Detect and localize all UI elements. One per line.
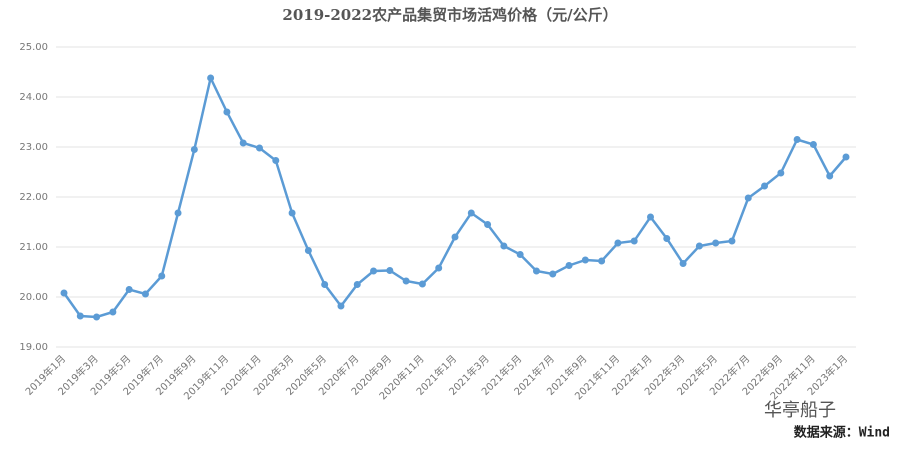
point <box>190 146 198 153</box>
point <box>712 239 720 247</box>
y-tick-label: 23.00 <box>19 142 48 153</box>
point <box>207 74 215 82</box>
point <box>630 237 638 245</box>
chart-title: 2019-2022农产品集贸市场活鸡价格（元/公斤） <box>282 6 617 24</box>
point <box>777 169 785 177</box>
point <box>549 270 557 278</box>
point <box>223 108 231 116</box>
point <box>614 239 622 247</box>
y-tick-label: 19.00 <box>19 342 48 353</box>
y-tick-label: 25.00 <box>19 42 48 53</box>
point <box>679 260 687 267</box>
point <box>370 267 378 275</box>
point <box>728 237 736 245</box>
point <box>761 182 769 190</box>
point <box>826 172 834 180</box>
point <box>337 302 345 310</box>
point <box>842 153 850 161</box>
point <box>125 286 133 293</box>
point <box>304 247 312 254</box>
point <box>695 242 703 250</box>
point <box>353 281 361 288</box>
point <box>809 141 817 148</box>
watermark: 华亭船子 <box>764 400 836 421</box>
point <box>288 209 296 217</box>
point <box>272 157 280 164</box>
source-note: 数据来源：Wind <box>794 425 890 441</box>
point <box>793 136 801 143</box>
y-tick-label: 24.00 <box>19 92 48 103</box>
point <box>141 290 149 298</box>
point <box>174 209 182 217</box>
point <box>647 213 654 221</box>
point <box>598 257 606 265</box>
point <box>60 289 68 297</box>
y-tick-label: 20.00 <box>19 292 48 303</box>
point <box>516 251 524 258</box>
point <box>321 281 329 288</box>
point <box>418 280 426 288</box>
y-tick-label: 22.00 <box>19 192 48 203</box>
point <box>93 313 101 321</box>
point <box>256 144 263 152</box>
point <box>451 233 459 241</box>
point <box>500 242 508 250</box>
point <box>581 256 589 264</box>
point <box>435 264 443 272</box>
point <box>663 235 671 242</box>
point <box>158 272 166 280</box>
point <box>109 308 117 316</box>
point <box>532 267 540 275</box>
point <box>386 267 394 274</box>
point <box>565 262 573 269</box>
point <box>467 209 475 217</box>
point <box>239 139 247 147</box>
y-tick-label: 21.00 <box>19 242 48 253</box>
point <box>744 194 752 202</box>
point <box>402 277 410 285</box>
point <box>484 221 492 228</box>
point <box>76 312 84 320</box>
